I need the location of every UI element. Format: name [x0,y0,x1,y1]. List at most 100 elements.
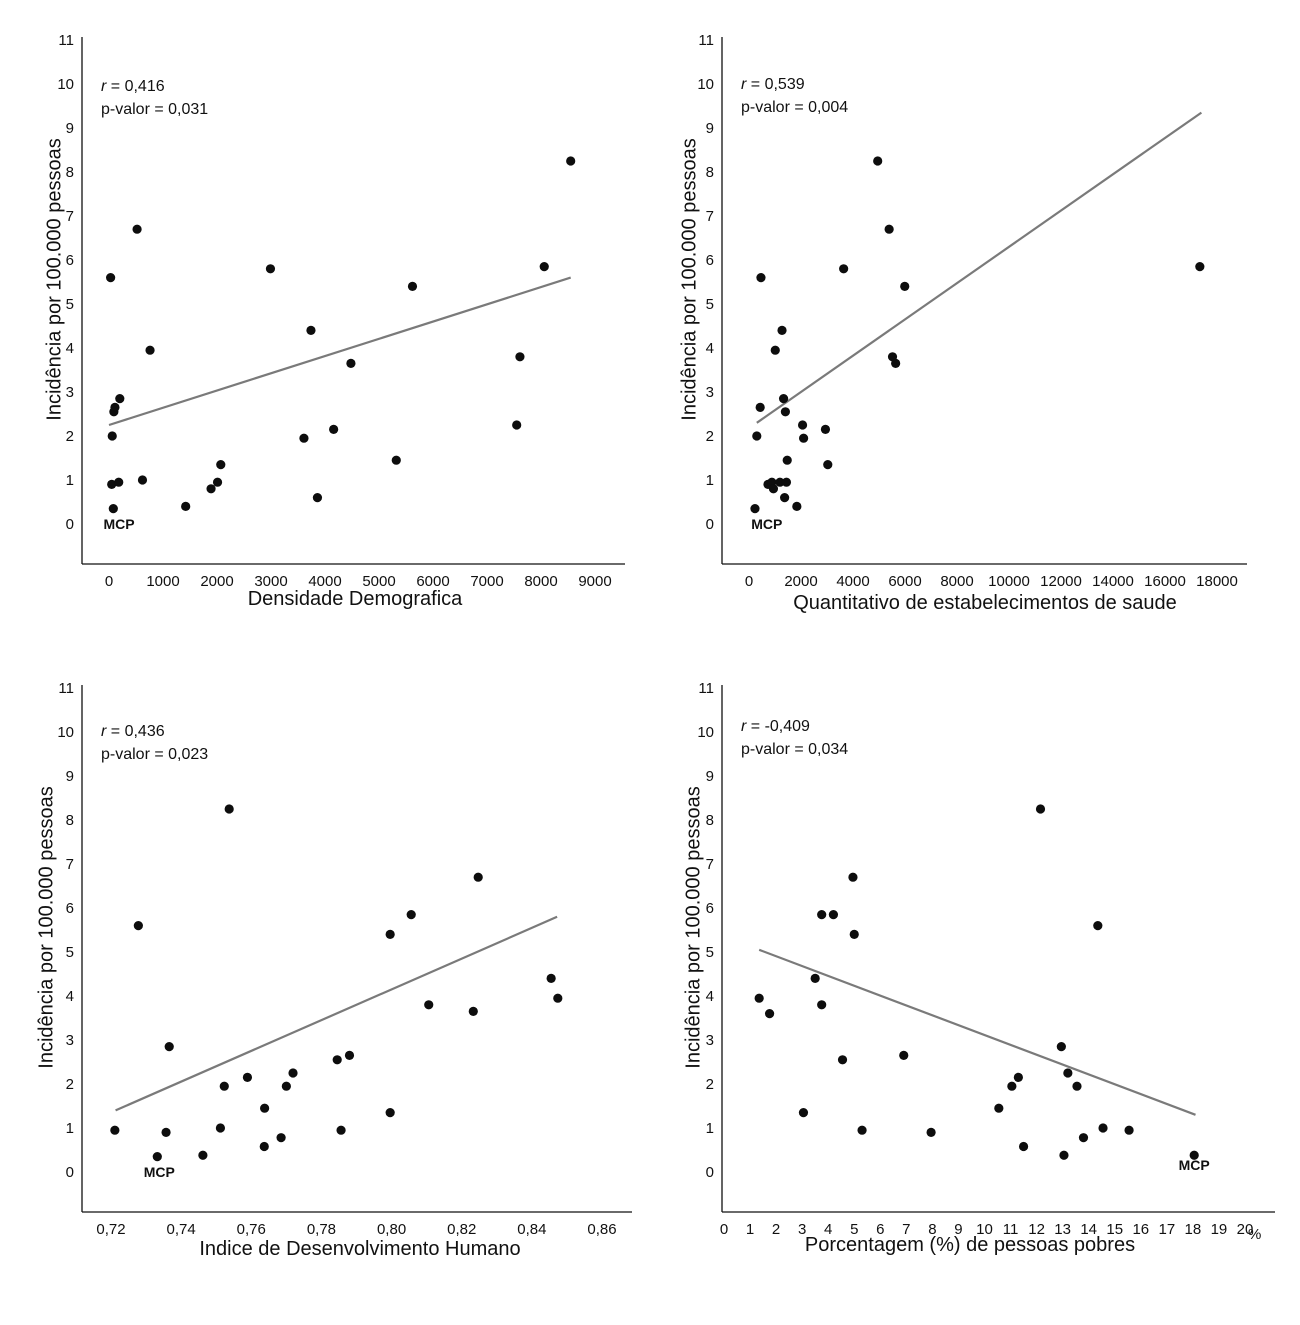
data-point [553,993,563,1003]
y-tick-label: 6 [706,252,714,269]
y-tick-label: 7 [706,208,714,225]
data-point [792,501,802,511]
data-point [777,325,787,335]
mcp-annotation: MCP [103,516,134,532]
x-tick-label: 13 [1054,1221,1071,1238]
chart-plot-area: 0 1 2 3 4 5 6 7 8 9 10 11 0 2000 4000 6000 8000 10000 1200… [697,32,1247,590]
x-tick-label: 6 [876,1221,884,1238]
data-point [891,358,901,368]
data-point [837,1055,848,1065]
y-tick-label: 8 [706,812,714,829]
x-tick-label: 14000 [1092,573,1134,590]
data-point [406,910,416,920]
data-point [329,424,339,434]
data-point [512,420,522,430]
trend-line [108,276,572,427]
data-point [1056,1042,1066,1052]
data-point [110,1125,120,1135]
x-tick-label: 0,84 [517,1221,546,1238]
data-point [219,1081,229,1091]
correlation-coefficient: r = 0,539 [741,76,805,93]
data-point [775,477,785,487]
p-value: p-valor = 0,031 [101,101,209,118]
y-tick-label: 4 [706,340,714,357]
correlation-coefficient: r = -0,409 [741,718,810,735]
data-point [216,460,226,470]
stat-box: r = 0,436 p-valor = 0,023 [101,720,208,766]
y-tick-label: 5 [66,296,74,313]
data-point [781,477,792,487]
x-tick-label: 9000 [578,573,611,590]
x-tick-label: 0,86 [587,1221,616,1238]
y-tick-label: 9 [66,120,74,137]
data-point [288,1068,298,1078]
x-tick-label: 2000 [784,573,817,590]
y-tick-label: 7 [706,856,714,873]
x-tick-label: 4000 [308,573,341,590]
y-tick-label: 7 [66,208,74,225]
x-axis-label: Densidade Demografica [247,588,463,610]
mcp-annotation: MCP [751,516,782,532]
x-tick-label: 12000 [1040,573,1082,590]
data-point [132,224,142,234]
y-tick-label: 0 [706,516,714,533]
data-point [346,358,356,368]
data-point [212,477,223,487]
data-point [798,1108,809,1118]
x-tick-label: 1000 [146,573,179,590]
y-tick-label: 0 [66,516,74,533]
data-point [265,264,276,274]
y-tick-label: 1 [706,472,714,489]
y-tick-label: 1 [66,1120,74,1137]
y-tick-label: 3 [66,384,74,401]
data-point [1072,1081,1082,1091]
data-point [407,281,418,291]
scatter-panel-poverty: 0 1 2 3 4 5 6 7 8 9 10 11 0 1 2 3 4 5 6 7 8 9 10 11 12 13 14 15 16 17… [680,680,1275,1268]
x-tick-label: 10000 [988,573,1030,590]
x-tick-label: 3 [798,1221,806,1238]
mcp-annotation: MCP [144,1164,175,1180]
y-tick-label: 5 [66,944,74,961]
data-point [768,484,779,494]
x-tick-label: 0,72 [96,1221,125,1238]
correlation-coefficient: r = 0,436 [101,723,165,740]
data-point [1013,1072,1023,1082]
y-tick-label: 8 [706,164,714,181]
data-point [198,1150,208,1160]
data-point [385,1108,395,1118]
data-point [107,479,117,489]
y-tick-label: 1 [706,1120,714,1137]
data-point [1035,804,1046,814]
y-axis-label: Incidência por 100.000 pessoas [35,786,58,1069]
data-point [899,1050,909,1060]
y-tick-label: 4 [66,340,74,357]
x-tick-label: 19 [1211,1221,1228,1238]
data-point [828,910,839,920]
x-tick-label: 0,80 [377,1221,406,1238]
y-tick-label: 10 [57,724,74,741]
x-tick-label: 0,82 [447,1221,476,1238]
scatter-panel-health-facilities: 0 1 2 3 4 5 6 7 8 9 10 11 0 2000 4000 6000 8000 10000 1200… [678,32,1270,620]
data-point [566,156,576,166]
data-point [259,1141,269,1152]
x-tick-label: 0 [105,573,113,590]
x-tick-label: 0,74 [167,1221,196,1238]
data-point [260,1103,270,1113]
data-point [385,929,395,939]
chart-plot-area: 0 1 2 3 4 5 6 7 8 9 10 11 0,72 0,74 0,76 0,78 0,80 0,82 0,… [57,680,632,1238]
data-point [332,1055,342,1065]
data-point [161,1127,171,1137]
x-tick-label: 11 [1003,1221,1019,1238]
data-point [756,273,766,283]
x-tick-label: 0,76 [237,1221,266,1238]
x-tick-label: 18000 [1196,573,1238,590]
data-point [884,224,894,234]
y-tick-label: 0 [706,1164,714,1181]
y-tick-label: 8 [66,812,74,829]
data-point [873,156,883,166]
data-point [152,1152,162,1162]
data-point [110,402,120,412]
y-axis-label: Incidência por 100.000 pessoas [678,138,701,421]
data-point [215,1123,226,1133]
